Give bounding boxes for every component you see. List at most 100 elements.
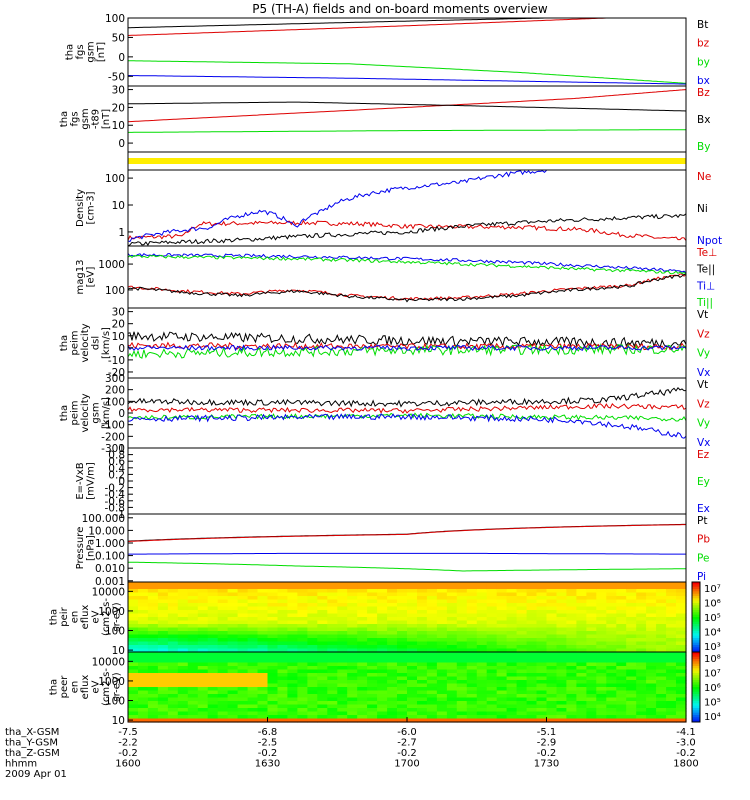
spectrogram-cell	[347, 697, 358, 702]
spectrogram-cell	[197, 697, 209, 702]
spectrogram-cell	[417, 613, 428, 618]
spectrogram-cell	[606, 620, 617, 625]
spectrogram-cell	[496, 596, 508, 601]
spectrogram-cell	[287, 592, 298, 597]
spectrogram-cell	[466, 718, 478, 723]
spectrogram-cell	[676, 599, 687, 604]
spectrogram-cell	[516, 634, 528, 639]
spectrogram-cell	[676, 585, 687, 590]
spectrogram-cell	[476, 638, 488, 643]
spectrogram-cell	[566, 585, 577, 590]
spectrogram-cell	[397, 708, 408, 713]
spectrogram-cell	[128, 652, 139, 657]
spectrogram-cell	[217, 585, 229, 590]
spectrogram-cell	[407, 641, 418, 646]
spectrogram-cell	[516, 694, 528, 699]
spectrogram-cell	[516, 613, 528, 618]
legend-entry: bz	[697, 38, 710, 50]
spectrogram-cell	[496, 582, 508, 587]
spectrogram-cell	[157, 669, 169, 674]
y-tick-label: -50	[108, 71, 125, 83]
spectrogram-cell	[596, 715, 607, 720]
spectrogram-cell	[297, 676, 308, 681]
spectrogram-cell	[496, 662, 508, 667]
spectrogram-cell	[646, 701, 657, 706]
spectrogram-cell	[267, 592, 279, 597]
spectrogram-cell	[546, 687, 558, 692]
spectrogram-cell	[666, 673, 677, 678]
spectrogram-cell	[167, 606, 179, 611]
spectrogram-cell	[327, 680, 338, 685]
spectrogram-cell	[397, 648, 408, 653]
spectrogram-cell	[337, 708, 348, 713]
spectrogram-cell	[646, 596, 657, 601]
spectrogram-cell	[387, 694, 398, 699]
spectrogram-cell	[456, 655, 468, 660]
spectrogram-cell	[247, 676, 259, 681]
spectrogram-cell	[257, 585, 269, 590]
spectrogram-cell	[656, 599, 667, 604]
spectrogram-cell	[556, 585, 568, 590]
spectrogram-cell	[247, 715, 259, 720]
spectrogram-cell	[606, 690, 617, 695]
spectrogram-cell	[128, 631, 139, 636]
spectrogram-cell	[626, 694, 637, 699]
spectrogram-cell	[466, 673, 478, 678]
spectrogram-cell	[257, 645, 269, 650]
spectrogram-cell	[307, 603, 318, 608]
spectrogram-cell	[337, 680, 348, 685]
spectrogram-cell	[516, 631, 528, 636]
spectrogram-cell	[138, 645, 149, 650]
spectrogram-cell	[436, 690, 448, 695]
spectrogram-cell	[486, 711, 498, 716]
spectrogram-cell	[506, 704, 518, 709]
spectrogram-cell	[367, 652, 378, 657]
spectrogram-cell	[357, 613, 368, 618]
y-tick-label: 100	[105, 696, 125, 708]
y-tick-label: 100	[105, 173, 125, 185]
spectrogram-cell	[387, 624, 398, 629]
time-axis-value: -2.5	[258, 738, 278, 749]
spectrogram-cell	[417, 592, 428, 597]
spectrogram-cell	[446, 617, 458, 622]
spectrogram-cell	[596, 613, 607, 618]
spectrogram-cell	[167, 599, 179, 604]
spectrogram-cell	[167, 711, 179, 716]
spectrogram-cell	[636, 715, 647, 720]
spectrogram-cell	[626, 718, 637, 723]
spectrogram-cell	[347, 662, 358, 667]
spectrogram-cell	[307, 610, 318, 615]
spectrogram-cell	[496, 645, 508, 650]
spectrogram-cell	[466, 596, 478, 601]
spectrogram-cell	[616, 634, 627, 639]
spectrogram-cell	[466, 589, 478, 594]
spectrogram-cell	[506, 708, 518, 713]
y-tick-label: 0	[118, 343, 125, 355]
spectrogram-cell	[307, 659, 318, 664]
spectrogram-cell	[506, 634, 518, 639]
spectrogram-cell	[138, 715, 149, 720]
spectrogram-cell	[466, 603, 478, 608]
spectrogram-cell	[636, 638, 647, 643]
spectrogram-cell	[526, 669, 538, 674]
spectrogram-cell	[566, 718, 577, 723]
spectrogram-cell	[128, 718, 139, 723]
spectrogram-cell	[596, 701, 607, 706]
spectrogram-cell	[147, 645, 159, 650]
spectrogram-cell	[666, 606, 677, 611]
colorbar-segment	[692, 656, 700, 660]
spectrogram-cell	[417, 669, 428, 674]
spectrogram-cell	[456, 613, 468, 618]
spectrogram-cell	[357, 666, 368, 671]
spectrogram-cell	[237, 662, 249, 667]
spectrogram-cell	[207, 662, 219, 667]
spectrogram-cell	[486, 648, 498, 653]
spectrogram-cell	[606, 662, 617, 667]
spectrogram-cell	[197, 708, 209, 713]
spectrogram-cell	[656, 701, 667, 706]
spectrogram-cell	[187, 659, 199, 664]
spectrogram-cell	[128, 701, 139, 706]
spectrogram-cell	[656, 592, 667, 597]
spectrogram-cell	[466, 617, 478, 622]
spectrogram-cell	[526, 589, 538, 594]
